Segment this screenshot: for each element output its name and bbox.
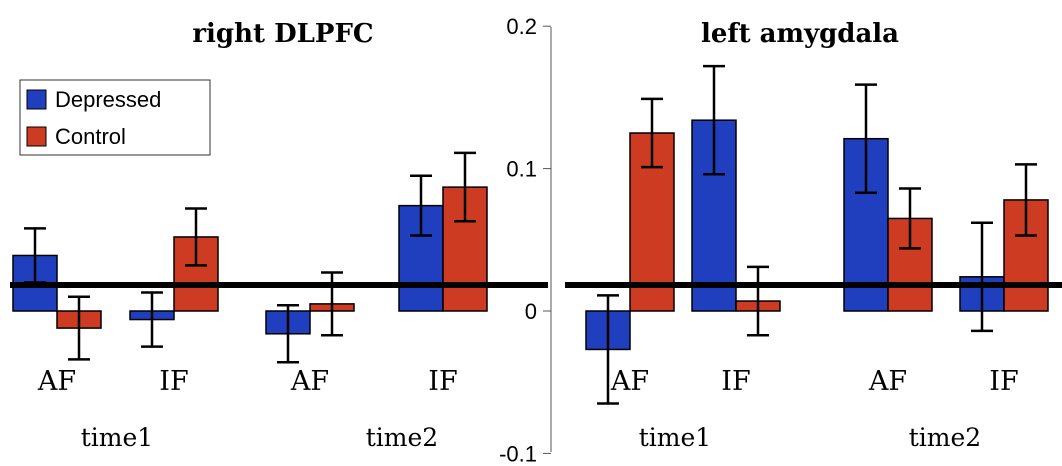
legend-box bbox=[19, 79, 211, 156]
category-label: IF bbox=[428, 366, 457, 397]
legend-swatch-depressed bbox=[26, 89, 47, 110]
panel-title: right DLPFC bbox=[192, 19, 373, 49]
category-label: IF bbox=[989, 366, 1018, 397]
legend-label-control: Control bbox=[55, 124, 126, 149]
category-label: AF bbox=[290, 366, 329, 397]
legend-swatch-control bbox=[26, 126, 47, 147]
group-label-time2: time2 bbox=[909, 423, 981, 452]
category-label: AF bbox=[610, 366, 649, 397]
y-ticks: 0.2 0.1 0 -0.1 bbox=[499, 14, 551, 466]
legend-label-depressed: Depressed bbox=[55, 87, 161, 112]
group-label-time1: time1 bbox=[81, 423, 153, 452]
y-tick-label: -0.1 bbox=[499, 441, 537, 466]
y-tick-label: 0.1 bbox=[506, 157, 537, 182]
y-tick-label: 0.2 bbox=[506, 14, 537, 39]
y-axis: 0.2 0.1 0 -0.1 bbox=[499, 14, 552, 466]
bars bbox=[585, 119, 1049, 351]
category-label: AF bbox=[868, 366, 907, 397]
y-tick-label: 0 bbox=[525, 299, 537, 324]
category-label: IF bbox=[721, 366, 750, 397]
panel-left-amygdala: left amygdala AF IF AF IF time1 time2 bbox=[565, 19, 1062, 452]
legend: Depressed Control bbox=[19, 79, 211, 156]
group-label-time2: time2 bbox=[366, 423, 438, 452]
category-label: AF bbox=[37, 366, 76, 397]
category-label: IF bbox=[159, 366, 188, 397]
bars bbox=[12, 186, 488, 335]
bar-depressed-if-2 bbox=[691, 119, 737, 312]
error-bars bbox=[597, 64, 1037, 405]
panel-title: left amygdala bbox=[701, 19, 899, 49]
group-label-time1: time1 bbox=[639, 423, 711, 452]
